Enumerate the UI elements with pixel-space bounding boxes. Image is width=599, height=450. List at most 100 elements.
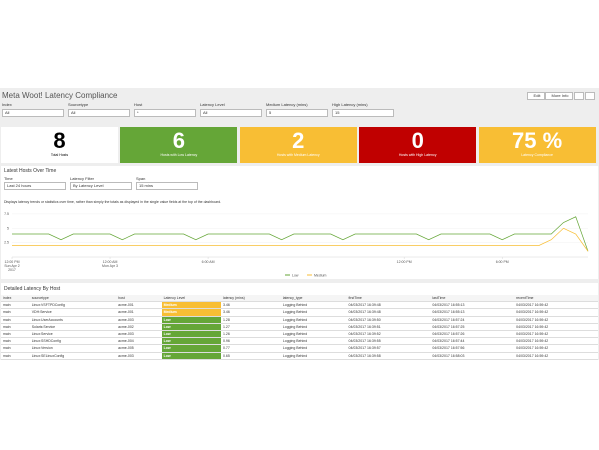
- table-cell: Logging Behind: [280, 344, 347, 353]
- table-cell: main: [1, 330, 30, 339]
- table-cell: main: [1, 352, 30, 360]
- input-field[interactable]: 15 mins: [136, 182, 198, 190]
- table-cell: VDH:Service: [29, 308, 117, 317]
- x-tick-line: 12:00 PM: [5, 260, 20, 264]
- table-cell: Logging Behind: [280, 308, 347, 317]
- single-number: 0: [411, 128, 424, 153]
- filter-input[interactable]: 5: [266, 109, 328, 117]
- export-button[interactable]: [585, 92, 595, 100]
- input-field[interactable]: Last 24 hours: [4, 182, 66, 190]
- table-cell: 04/03/2017 16:55:13: [430, 308, 515, 317]
- single-value: 0 Hosts with High Latency: [359, 127, 477, 163]
- filter-label: Latency Level: [200, 102, 225, 107]
- table-cell: 04/03/2017 16:59:42: [514, 337, 598, 346]
- single-caption: Hosts with High Latency: [398, 153, 437, 157]
- table-cell: 1.26: [220, 330, 281, 339]
- filter-label: Index: [2, 102, 12, 107]
- latency-table: index sourcetype host Latency Level latency …: [1, 295, 598, 360]
- input-label: Time: [4, 176, 13, 181]
- table-cell: Low: [161, 352, 221, 360]
- table-cell: Linux:VSFTPDConfig: [29, 301, 117, 310]
- single-number: 8: [53, 128, 66, 153]
- more-info-button[interactable]: More Info: [545, 92, 573, 100]
- table-row: main Linux:VSFTPDConfig acme-001 Medium 3.46…: [1, 301, 598, 310]
- filter-input[interactable]: All: [2, 109, 64, 117]
- table-cell: Linux:SELinuxConfig: [29, 352, 117, 360]
- table-cell: 04/03/2017 16:57:26: [430, 330, 515, 339]
- table-cell: Low: [161, 337, 221, 346]
- table-cell: Linux:SSHDConfig: [29, 337, 117, 346]
- table-cell: Logging Behind: [280, 337, 347, 346]
- table-title: Detailed Latency By Host: [4, 286, 61, 292]
- table-cell: 04/03/2017 16:39:58: [346, 352, 431, 360]
- table-wrap: index sourcetype host Latency Level latency …: [1, 295, 598, 360]
- column-header: lastTime: [430, 295, 515, 303]
- table-cell: 1.27: [220, 323, 281, 331]
- single-caption: Latency Compliance: [521, 153, 553, 157]
- table-cell: 04/03/2017 16:39:50: [346, 316, 431, 324]
- table-cell: acme-001: [116, 301, 162, 310]
- line-series: [12, 216, 589, 252]
- table-cell: Low: [161, 316, 221, 324]
- table-cell: Low: [161, 323, 221, 331]
- column-header: host: [116, 295, 162, 303]
- legend-label: Low: [292, 273, 299, 277]
- table-row: main Linux:SSHDConfig acme-004 Low 0.96 Loggi…: [1, 337, 598, 346]
- filter-input[interactable]: All: [68, 109, 130, 117]
- x-tick-line: 6:00 PM: [496, 260, 509, 264]
- column-header: Latency Level: [161, 295, 221, 303]
- filter-input[interactable]: *: [134, 109, 196, 117]
- table-cell: 04/03/2017 16:39:51: [346, 323, 431, 331]
- table-cell: 04/03/2017 16:39:52: [346, 330, 431, 339]
- table-cell: acme-005: [116, 344, 162, 353]
- filter-input[interactable]: All: [200, 109, 262, 117]
- table-cell: 04/03/2017 16:59:42: [514, 323, 598, 331]
- table-cell: 04/03/2017 16:39:57: [346, 344, 431, 353]
- x-tick-label: 12:00 PM Sun Apr 2 2017: [4, 260, 19, 272]
- table-cell: 3.46: [220, 301, 281, 310]
- filter-input[interactable]: 15: [332, 109, 394, 117]
- filter-label: High Latency (mins): [332, 102, 368, 107]
- table-cell: Low: [161, 344, 221, 353]
- table-row: main Linux:Version acme-005 Low 0.77 Logging …: [1, 344, 598, 353]
- table-row: main Linux:SELinuxConfig acme-003 Low 0.65 Lo…: [1, 352, 598, 360]
- column-header: index: [1, 295, 30, 303]
- table-cell: 3.46: [220, 308, 281, 317]
- column-header: sourcetype: [29, 295, 117, 303]
- table-cell: 04/03/2017 16:59:42: [514, 330, 598, 339]
- panel-title: Latest Hosts Over Time: [4, 168, 57, 174]
- print-button[interactable]: [574, 92, 584, 100]
- single-value: 2 Hosts with Medium Latency: [239, 127, 357, 163]
- table-cell: 04/03/2017 16:39:48: [346, 308, 431, 317]
- table-cell: Logging Behind: [280, 301, 347, 310]
- single-value: 8 Total Hosts: [1, 127, 118, 163]
- table-cell: 1.28: [220, 316, 281, 324]
- single-number: 75 %: [512, 128, 563, 153]
- input-field[interactable]: By Latency Level: [70, 182, 132, 190]
- column-header: latency_type: [280, 295, 347, 303]
- dashboard-title: Meta Woot! Latency Compliance: [2, 91, 118, 100]
- x-tick-label: 12:00 AM Mon Apr 3: [102, 260, 118, 268]
- table-cell: 04/03/2017 16:39:48: [346, 301, 431, 310]
- input-label: Latency Filter: [70, 176, 95, 181]
- table-cell: 04/03/2017 16:55:13: [430, 301, 515, 310]
- filter-label: Sourcetype: [68, 102, 89, 107]
- table-cell: Logging Behind: [280, 352, 347, 360]
- single-value: 6 Hosts with Low Latency: [120, 127, 238, 163]
- table-cell: main: [1, 344, 30, 353]
- y-tick-label: 5: [7, 226, 9, 230]
- table-cell: 04/03/2017 16:57:24: [430, 316, 515, 324]
- x-tick-line: 12:00 PM: [397, 260, 412, 264]
- edit-button[interactable]: Edit: [527, 92, 545, 100]
- table-cell: 04/03/2017 16:39:55: [346, 337, 431, 346]
- y-tick-label: 7.5: [4, 212, 9, 216]
- x-tick-line: Mon Apr 3: [102, 264, 118, 268]
- table-cell: 0.65: [220, 352, 281, 360]
- single-value: 75 % Latency Compliance: [478, 127, 596, 163]
- table-cell: main: [1, 323, 30, 331]
- table-cell: Solaris:Service: [29, 323, 117, 331]
- table-cell: Linux:Service: [29, 330, 117, 339]
- x-tick-label: 12:00 PM: [397, 260, 412, 264]
- filter-label: Host: [134, 102, 143, 107]
